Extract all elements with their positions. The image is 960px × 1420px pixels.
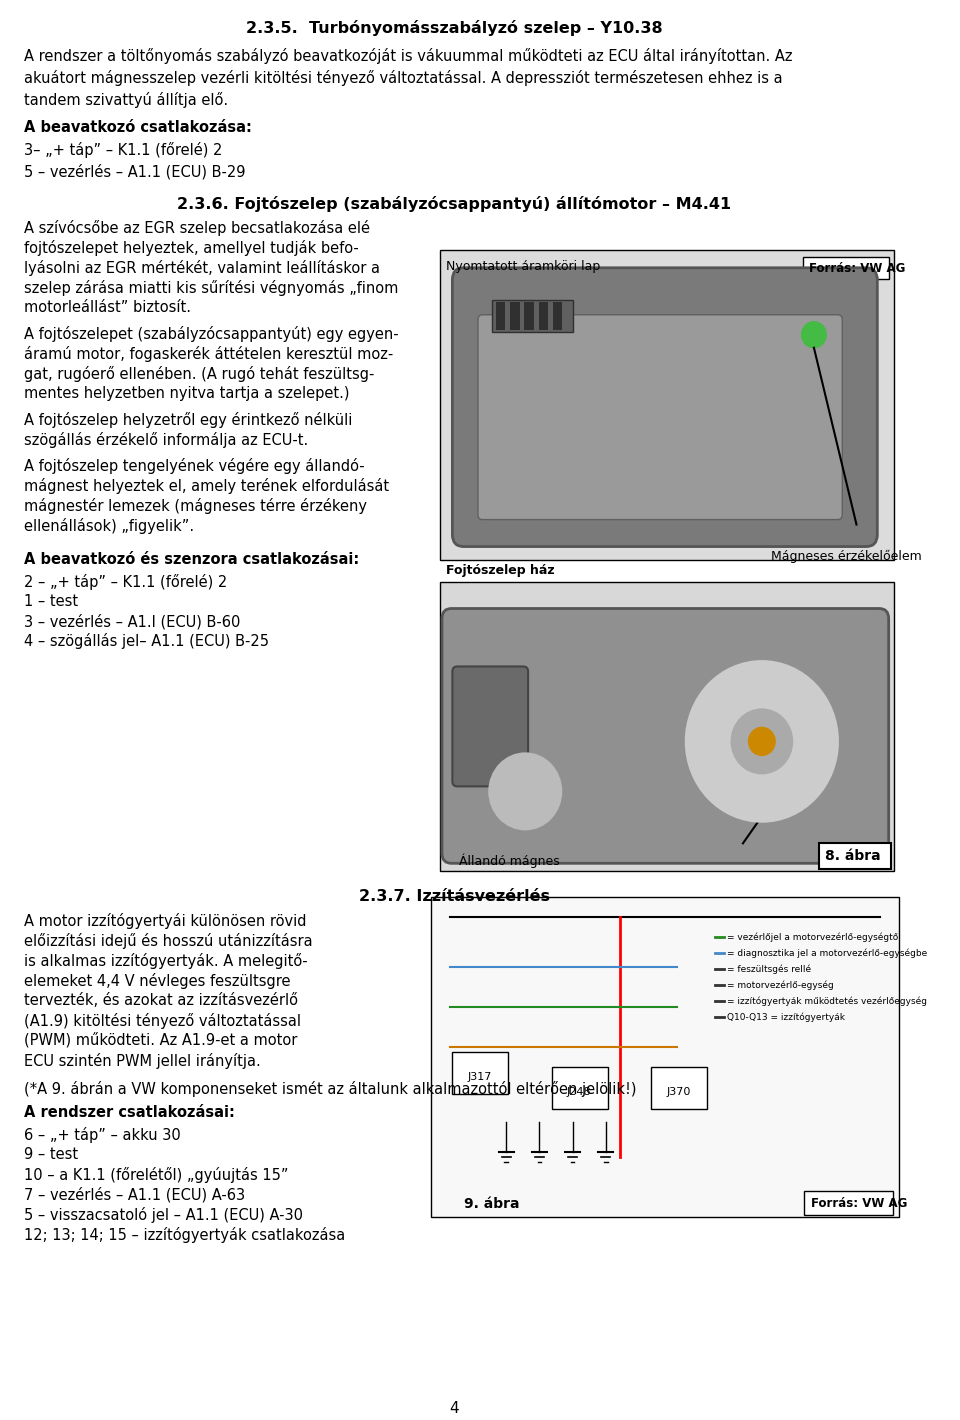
Bar [440, 250, 895, 559]
Text: (PWM) működteti. Az A1.9-et a motor: (PWM) működteti. Az A1.9-et a motor [24, 1034, 297, 1048]
Text: J317: J317 [468, 1072, 492, 1082]
Text: A fojtószelep helyzetről egy érintkező nélküli: A fojtószelep helyzetről egy érintkező n… [24, 412, 352, 427]
Text: = izzítógyertyák működtetés vezérlőegység: = izzítógyertyák működtetés vezérlőegysé… [727, 997, 926, 1005]
Text: tervezték, és azokat az izzításvezérlő: tervezték, és azokat az izzításvezérlő [24, 993, 298, 1008]
Text: A beavatkozó és szenzora csatlakozásai:: A beavatkozó és szenzora csatlakozásai: [24, 551, 359, 567]
Text: = motorvezérlő-egység: = motorvezérlő-egység [727, 980, 833, 990]
Bar [524, 302, 534, 329]
Text: 6 – „+ táp” – akku 30: 6 – „+ táp” – akku 30 [24, 1127, 180, 1143]
Text: Nyomtatott áramköri lap: Nyomtatott áramköri lap [445, 260, 600, 273]
Text: áramú motor, fogaskerék áttételen keresztül moz-: áramú motor, fogaskerék áttételen keresz… [24, 345, 393, 362]
Bar [510, 302, 519, 329]
Text: motorleállást” biztosít.: motorleállást” biztosít. [24, 300, 191, 315]
Text: 2 – „+ táp” – K1.1 (főrelé) 2: 2 – „+ táp” – K1.1 (főrelé) 2 [24, 574, 227, 589]
Text: A motor izzítógyertyái különösen rövid: A motor izzítógyertyái különösen rövid [24, 913, 306, 929]
Text: (*A 9. ábrán a VW komponenseket ismét az általunk alkalmazottól eltérően jelölik: (*A 9. ábrán a VW komponenseket ismét az… [24, 1081, 636, 1098]
Text: J248: J248 [567, 1088, 591, 1098]
Text: ECU szintén PWM jellel irányítja.: ECU szintén PWM jellel irányítja. [24, 1054, 260, 1069]
FancyBboxPatch shape [452, 666, 528, 787]
Text: 2.3.5.  Turbónyomásszabályzó szelep – Y10.38: 2.3.5. Turbónyomásszabályzó szelep – Y10… [246, 20, 662, 36]
Text: A beavatkozó csatlakozása:: A beavatkozó csatlakozása: [24, 119, 252, 135]
Bar [492, 300, 572, 332]
Bar [440, 582, 895, 872]
Text: 8. ábra: 8. ábra [826, 849, 881, 863]
Text: Fojtószelep ház: Fojtószelep ház [445, 564, 554, 577]
Text: 12; 13; 14; 15 – izzítógyertyák csatlakozása: 12; 13; 14; 15 – izzítógyertyák csatlako… [24, 1227, 345, 1242]
Circle shape [686, 662, 837, 821]
Bar [553, 302, 563, 329]
Text: Állandó mágnes: Állandó mágnes [459, 853, 560, 868]
Text: A fojtószelep tengelyének végére egy állandó-: A fojtószelep tengelyének végére egy áll… [24, 457, 364, 474]
Text: 1 – test: 1 – test [24, 594, 78, 609]
Bar [431, 897, 900, 1217]
Text: 9 – test: 9 – test [24, 1147, 78, 1162]
Text: J370: J370 [666, 1088, 691, 1098]
Text: 7 – vezérlés – A1.1 (ECU) A-63: 7 – vezérlés – A1.1 (ECU) A-63 [24, 1187, 245, 1203]
Text: Mágneses érzékelőelem: Mágneses érzékelőelem [771, 550, 922, 562]
FancyBboxPatch shape [478, 315, 842, 520]
Text: A rendszer a töltőnyomás szabályzó beavatkozóját is vákuummal működteti az ECU á: A rendszer a töltőnyomás szabályzó beava… [24, 48, 792, 64]
Text: 3– „+ táp” – K1.1 (főrelé) 2: 3– „+ táp” – K1.1 (főrelé) 2 [24, 142, 222, 158]
Text: A szívócsőbe az EGR szelep becsatlakozása elé: A szívócsőbe az EGR szelep becsatlakozás… [24, 220, 370, 236]
Text: 10 – a K1.1 (főrelétől) „gyúujtás 15”: 10 – a K1.1 (főrelétől) „gyúujtás 15” [24, 1167, 288, 1183]
Text: Forrás: VW AG: Forrás: VW AG [811, 1197, 907, 1210]
Text: A rendszer csatlakozásai:: A rendszer csatlakozásai: [24, 1105, 234, 1120]
Text: ellenállások) „figyelik”.: ellenállások) „figyelik”. [24, 517, 194, 534]
FancyBboxPatch shape [651, 1068, 707, 1109]
Circle shape [490, 754, 562, 829]
FancyBboxPatch shape [804, 1191, 894, 1216]
FancyBboxPatch shape [552, 1068, 608, 1109]
FancyBboxPatch shape [442, 609, 889, 863]
Circle shape [802, 322, 827, 348]
FancyBboxPatch shape [452, 1052, 508, 1095]
Text: tandem szivattyú állítja elő.: tandem szivattyú állítja elő. [24, 92, 228, 108]
FancyBboxPatch shape [452, 268, 877, 547]
FancyBboxPatch shape [819, 843, 891, 869]
Text: = diagnosztika jel a motorvezérlő-egységbe: = diagnosztika jel a motorvezérlő-egység… [727, 949, 927, 957]
Text: lyásolni az EGR mértékét, valamint leállításkor a: lyásolni az EGR mértékét, valamint leáll… [24, 260, 379, 275]
Text: mágnestér lemezek (mágneses térre érzékeny: mágnestér lemezek (mágneses térre érzéke… [24, 497, 367, 514]
Text: A fojtószelepet (szabályzócsappantyút) egy egyen-: A fojtószelepet (szabályzócsappantyút) e… [24, 325, 398, 342]
Text: szelep zárása miatti kis sűrítési végnyomás „finom: szelep zárása miatti kis sűrítési végnyo… [24, 280, 398, 295]
Bar [539, 302, 548, 329]
Text: fojtószelepet helyeztek, amellyel tudják befo-: fojtószelepet helyeztek, amellyel tudják… [24, 240, 358, 256]
Text: akuátort mágnesszelep vezérli kitöltési tényező változtatással. A depressziót te: akuátort mágnesszelep vezérli kitöltési … [24, 70, 782, 87]
Circle shape [749, 727, 775, 755]
Text: előizzítási idejű és hosszú utánizzításra: előizzítási idejű és hosszú utánizzításr… [24, 933, 312, 949]
Text: 5 – visszacsatoló jel – A1.1 (ECU) A-30: 5 – visszacsatoló jel – A1.1 (ECU) A-30 [24, 1207, 302, 1223]
Text: 4: 4 [449, 1402, 459, 1416]
Text: elemeket 4,4 V névleges feszültsgre: elemeket 4,4 V névleges feszültsgre [24, 973, 290, 990]
Text: 5 – vezérlés – A1.1 (ECU) B-29: 5 – vezérlés – A1.1 (ECU) B-29 [24, 163, 245, 179]
Text: 4 – szögállás jel– A1.1 (ECU) B-25: 4 – szögállás jel– A1.1 (ECU) B-25 [24, 633, 269, 649]
Text: is alkalmas izzítógyertyák. A melegitő-: is alkalmas izzítógyertyák. A melegitő- [24, 953, 307, 970]
Text: Forrás: VW AG: Forrás: VW AG [809, 261, 905, 275]
Text: 3 – vezérlés – A1.I (ECU) B-60: 3 – vezérlés – A1.I (ECU) B-60 [24, 613, 240, 629]
Bar [496, 302, 505, 329]
Text: 2.3.7. Izzításvezérlés: 2.3.7. Izzításvezérlés [359, 889, 550, 905]
Text: szögállás érzékelő informálja az ECU-t.: szögállás érzékelő informálja az ECU-t. [24, 432, 308, 447]
Circle shape [732, 710, 792, 774]
Text: (A1.9) kitöltési tényező változtatással: (A1.9) kitöltési tényező változtatással [24, 1014, 300, 1030]
Text: Q10-Q13 = izzítógyertyák: Q10-Q13 = izzítógyertyák [727, 1012, 845, 1021]
Text: mágnest helyeztek el, amely terének elfordulását: mágnest helyeztek el, amely terének elfo… [24, 477, 389, 494]
Text: 2.3.6. Fojtószelep (szabályzócsappantyú) állítómotor – M4.41: 2.3.6. Fojtószelep (szabályzócsappantyú)… [178, 196, 732, 212]
Text: mentes helyzetben nyitva tartja a szelepet.): mentes helyzetben nyitva tartja a szelep… [24, 386, 349, 400]
Text: = feszültsgés rellé: = feszültsgés rellé [727, 964, 811, 974]
FancyBboxPatch shape [804, 257, 889, 278]
Text: = vezérlőjel a motorvezérlő-egységtől: = vezérlőjel a motorvezérlő-egységtől [727, 933, 900, 941]
Text: 9. ábra: 9. ábra [464, 1197, 519, 1211]
Text: gat, rugóerő ellenében. (A rugó tehát feszültsg-: gat, rugóerő ellenében. (A rugó tehát fe… [24, 366, 374, 382]
